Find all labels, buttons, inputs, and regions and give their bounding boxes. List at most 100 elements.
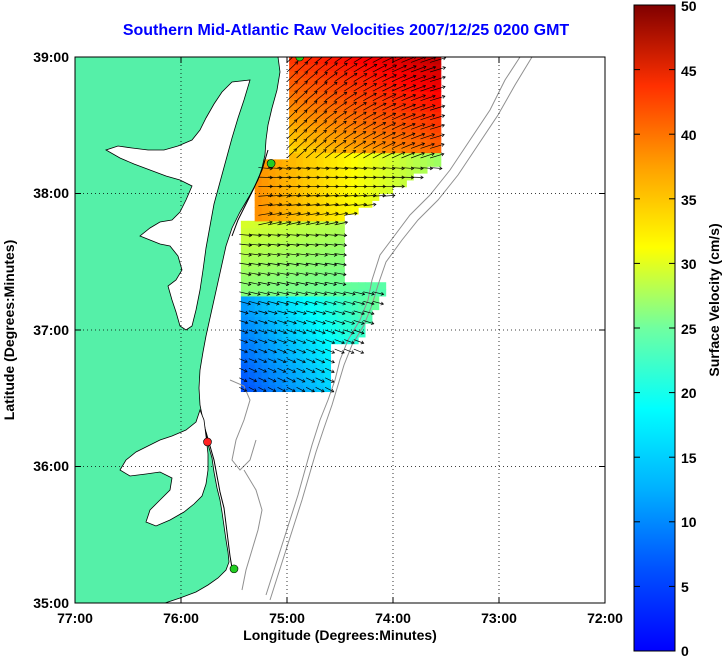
speed-cell <box>296 145 304 154</box>
velocity-arrow <box>315 149 327 159</box>
speed-cell <box>296 377 304 386</box>
speed-cell <box>309 282 318 290</box>
velocity-arrow <box>363 83 377 92</box>
velocity-arrow-head <box>354 193 358 198</box>
speed-cell <box>344 166 352 174</box>
velocity-arrow-head <box>331 350 336 354</box>
speed-cell <box>392 179 400 188</box>
velocity-arrow <box>286 281 299 285</box>
speed-cell <box>247 343 256 352</box>
speed-cell <box>289 316 297 324</box>
velocity-arrow <box>296 253 309 256</box>
speed-cell <box>289 118 297 126</box>
speed-cell <box>275 316 283 324</box>
speed-cell <box>413 57 421 65</box>
speed-cell <box>330 200 338 208</box>
velocity-arrow <box>277 234 290 236</box>
velocity-arrow-head <box>313 139 317 143</box>
speed-cell <box>351 145 359 154</box>
speed-cell <box>351 302 359 311</box>
speed-cell <box>337 152 345 160</box>
velocity-arrow <box>248 358 257 363</box>
velocity-arrow <box>429 57 446 63</box>
velocity-arrow-head <box>431 133 436 137</box>
velocity-arrow-head <box>331 359 335 364</box>
speed-cell <box>309 152 318 160</box>
velocity-arrow-head <box>392 112 397 117</box>
velocity-arrow <box>277 348 287 353</box>
velocity-arrow <box>429 115 445 121</box>
speed-cell <box>309 57 318 58</box>
speed-cell <box>302 268 311 276</box>
speed-cell <box>378 282 387 290</box>
velocity-arrow <box>325 221 339 226</box>
velocity-arrow-head <box>323 129 327 134</box>
velocity-arrow <box>353 102 367 111</box>
speed-cell <box>282 173 290 181</box>
speed-cell <box>247 234 256 242</box>
velocity-arrow <box>305 320 316 324</box>
velocity-arrow-head <box>314 81 318 85</box>
speed-cell <box>316 125 325 133</box>
velocity-arrow-head <box>439 166 443 171</box>
colorbar-tick-label: 25 <box>681 321 697 337</box>
speed-cell <box>275 309 283 317</box>
velocity-arrow-head <box>341 330 346 335</box>
velocity-arrow <box>267 339 277 344</box>
colorbar-tick-label: 30 <box>681 256 697 272</box>
velocity-arrow <box>410 152 425 159</box>
speed-cell <box>406 125 414 133</box>
velocity-arrow-head <box>344 193 349 198</box>
velocity-arrow-head <box>254 340 258 344</box>
velocity-arrow <box>353 57 364 63</box>
speed-cell <box>330 336 338 345</box>
speed-cell <box>344 138 352 147</box>
speed-cell <box>254 323 263 331</box>
speed-cell <box>364 179 373 188</box>
velocity-arrow <box>382 113 396 121</box>
speed-cell <box>364 152 373 160</box>
velocity-arrow <box>363 310 375 315</box>
speed-cell <box>289 166 297 174</box>
velocity-arrow <box>315 167 329 169</box>
speed-cell <box>351 91 359 99</box>
speed-cell <box>282 220 290 229</box>
velocity-arrow-head <box>344 62 348 67</box>
velocity-arrow-head <box>257 262 262 267</box>
speed-cell <box>247 295 256 304</box>
speed-cell <box>254 213 263 222</box>
speed-cell <box>364 97 373 106</box>
velocity-arrow-head <box>351 340 355 345</box>
velocity-arrow <box>267 253 280 256</box>
speed-cell <box>289 159 297 167</box>
velocity-arrow <box>306 272 318 276</box>
velocity-arrow-head <box>335 211 339 216</box>
speed-cell <box>392 132 400 140</box>
speed-cell <box>378 138 387 147</box>
velocity-arrow <box>344 320 355 324</box>
y-axis-title: Latitude (Degrees:Minutes) <box>1 240 17 420</box>
velocity-arrow <box>325 348 335 354</box>
velocity-arrow-head <box>392 103 397 107</box>
velocity-arrow-head <box>402 112 407 117</box>
speed-cell <box>358 125 366 133</box>
speed-cell <box>420 152 428 160</box>
speed-cell <box>289 268 297 276</box>
velocity-arrow <box>305 387 315 392</box>
speed-cell <box>426 111 435 120</box>
speed-cell <box>337 91 345 99</box>
speed-cell <box>330 125 338 133</box>
velocity-arrow <box>296 167 311 169</box>
speed-cell <box>344 57 352 65</box>
speed-cell <box>254 336 263 345</box>
speed-cell <box>323 97 332 106</box>
speed-cell <box>302 200 311 208</box>
speed-cell <box>296 159 304 167</box>
velocity-arrow-head <box>413 65 417 69</box>
velocity-arrow-head <box>441 133 445 138</box>
speed-cell <box>282 207 290 215</box>
velocity-arrow <box>334 62 348 73</box>
velocity-arrow-head <box>254 330 258 334</box>
velocity-arrow-head <box>275 301 280 306</box>
speed-cell <box>247 248 256 256</box>
